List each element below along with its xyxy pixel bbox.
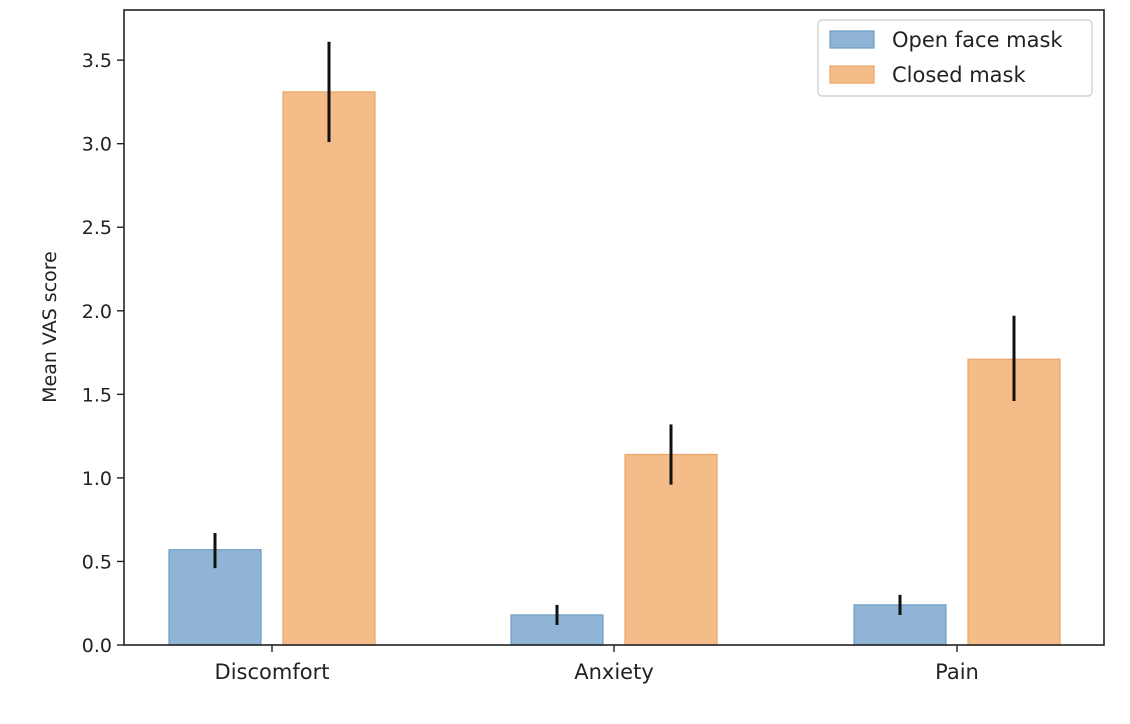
x-axis: Discomfort Anxiety Pain bbox=[215, 645, 979, 684]
y-axis: 0.0 0.5 1.0 1.5 2.0 2.5 3.0 3.5 bbox=[82, 50, 124, 657]
plot-frame bbox=[123, 9, 1105, 646]
y-tick-label: 2.5 bbox=[82, 217, 112, 239]
y-tick-label: 0.5 bbox=[82, 551, 112, 573]
y-tick-label: 3.5 bbox=[82, 50, 112, 72]
error-bars-layer bbox=[213, 41, 1016, 625]
bars-layer bbox=[168, 91, 1061, 646]
bar-closed-mask-pain bbox=[967, 358, 1061, 646]
y-axis-title: Mean VAS score bbox=[39, 251, 61, 403]
y-tick-label: 2.0 bbox=[82, 301, 112, 323]
x-tick-label-discomfort: Discomfort bbox=[215, 660, 330, 684]
legend-swatch-closed-mask bbox=[829, 65, 875, 84]
x-tick-label-pain: Pain bbox=[935, 660, 979, 684]
legend-label-open-face-mask: Open face mask bbox=[892, 28, 1063, 52]
y-tick-label: 1.5 bbox=[82, 384, 112, 406]
x-tick-label-anxiety: Anxiety bbox=[574, 660, 654, 684]
y-tick-label: 1.0 bbox=[82, 468, 112, 490]
legend-swatch-open-face-mask bbox=[829, 30, 875, 49]
y-tick-label: 0.0 bbox=[82, 635, 112, 657]
legend-label-closed-mask: Closed mask bbox=[892, 63, 1026, 87]
legend-box bbox=[817, 19, 1093, 97]
legend: Open face mask Closed mask bbox=[817, 19, 1093, 97]
bar-closed-mask-discomfort bbox=[282, 91, 376, 646]
y-tick-label: 3.0 bbox=[82, 134, 112, 156]
bar-closed-mask-anxiety bbox=[624, 453, 718, 646]
